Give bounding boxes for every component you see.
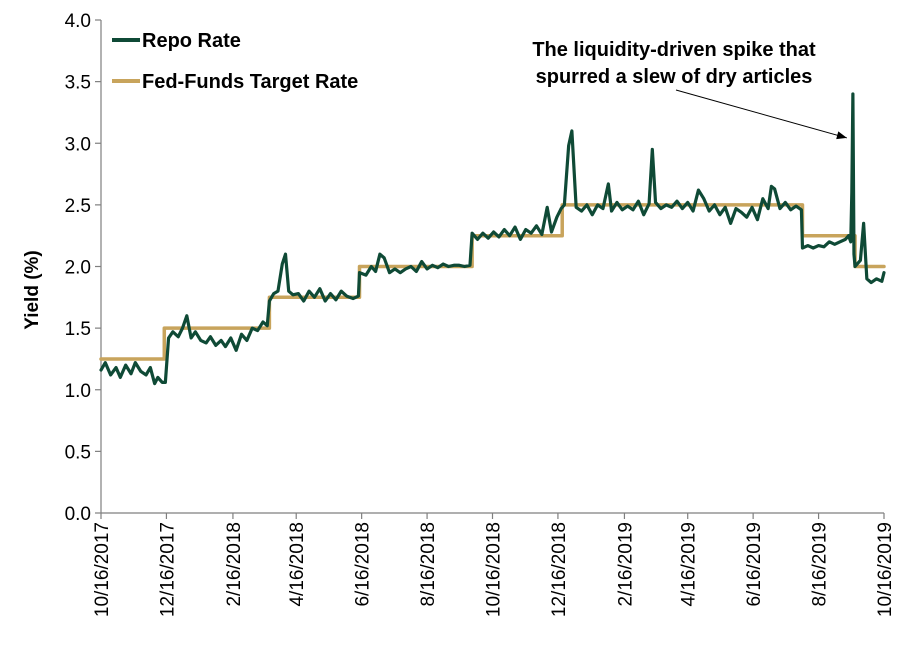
y-tick-label: 0.5	[65, 442, 91, 463]
y-tick-label: 1.0	[65, 381, 91, 402]
x-tick-label: 4/16/2019	[679, 522, 700, 607]
x-tick-label: 6/16/2019	[744, 522, 765, 607]
annotation: The liquidity-driven spike that spurred …	[532, 39, 848, 140]
x-tick-label: 2/16/2019	[615, 522, 636, 607]
x-tick-label: 10/16/2017	[92, 522, 113, 617]
series-layer	[99, 92, 886, 386]
y-tick-label: 2.5	[65, 196, 91, 217]
annotation-line-2: spurred a slew of dry articles	[536, 66, 813, 88]
x-tick-label: 6/16/2018	[353, 522, 374, 607]
x-tick-label: 10/16/2018	[484, 522, 505, 617]
legend: Repo Rate Fed-Funds Target Rate	[112, 30, 358, 93]
x-tick-label: 8/16/2018	[418, 522, 439, 607]
y-axis-title: Yield (%)	[22, 250, 43, 330]
plot-area: 0.0 0.5 1.0 1.5 2.0 2.5 3.0 3.5 4.0 10/16/2017 12…	[65, 11, 896, 617]
y-tick-label: 2.0	[65, 258, 91, 279]
x-tick-label: 12/16/2017	[157, 522, 178, 617]
annotation-arrow	[675, 89, 848, 139]
y-tick-label: 1.5	[65, 319, 91, 340]
annotation-line-1: The liquidity-driven spike that	[532, 39, 816, 61]
x-tick-label: 10/16/2019	[875, 522, 896, 617]
x-tick-label: 12/16/2018	[549, 522, 570, 617]
x-tick-label: 4/16/2018	[287, 522, 308, 607]
y-ticks: 0.0 0.5 1.0 1.5 2.0 2.5 3.0 3.5 4.0	[65, 11, 101, 525]
y-tick-label: 4.0	[65, 11, 91, 32]
legend-label-fed-funds: Fed-Funds Target Rate	[142, 71, 358, 93]
legend-label-repo-rate: Repo Rate	[142, 30, 241, 52]
y-tick-label: 0.0	[65, 504, 91, 525]
series-line-repo-rate	[99, 92, 886, 386]
x-tick-label: 2/16/2018	[224, 522, 245, 607]
x-tick-label: 8/16/2019	[810, 522, 831, 607]
y-tick-label: 3.5	[65, 73, 91, 94]
x-ticks: 10/16/2017 12/16/2017 2/16/2018 4/16/2018 6/…	[92, 513, 896, 617]
y-tick-label: 3.0	[65, 134, 91, 155]
annotation-arrowhead	[836, 131, 847, 140]
